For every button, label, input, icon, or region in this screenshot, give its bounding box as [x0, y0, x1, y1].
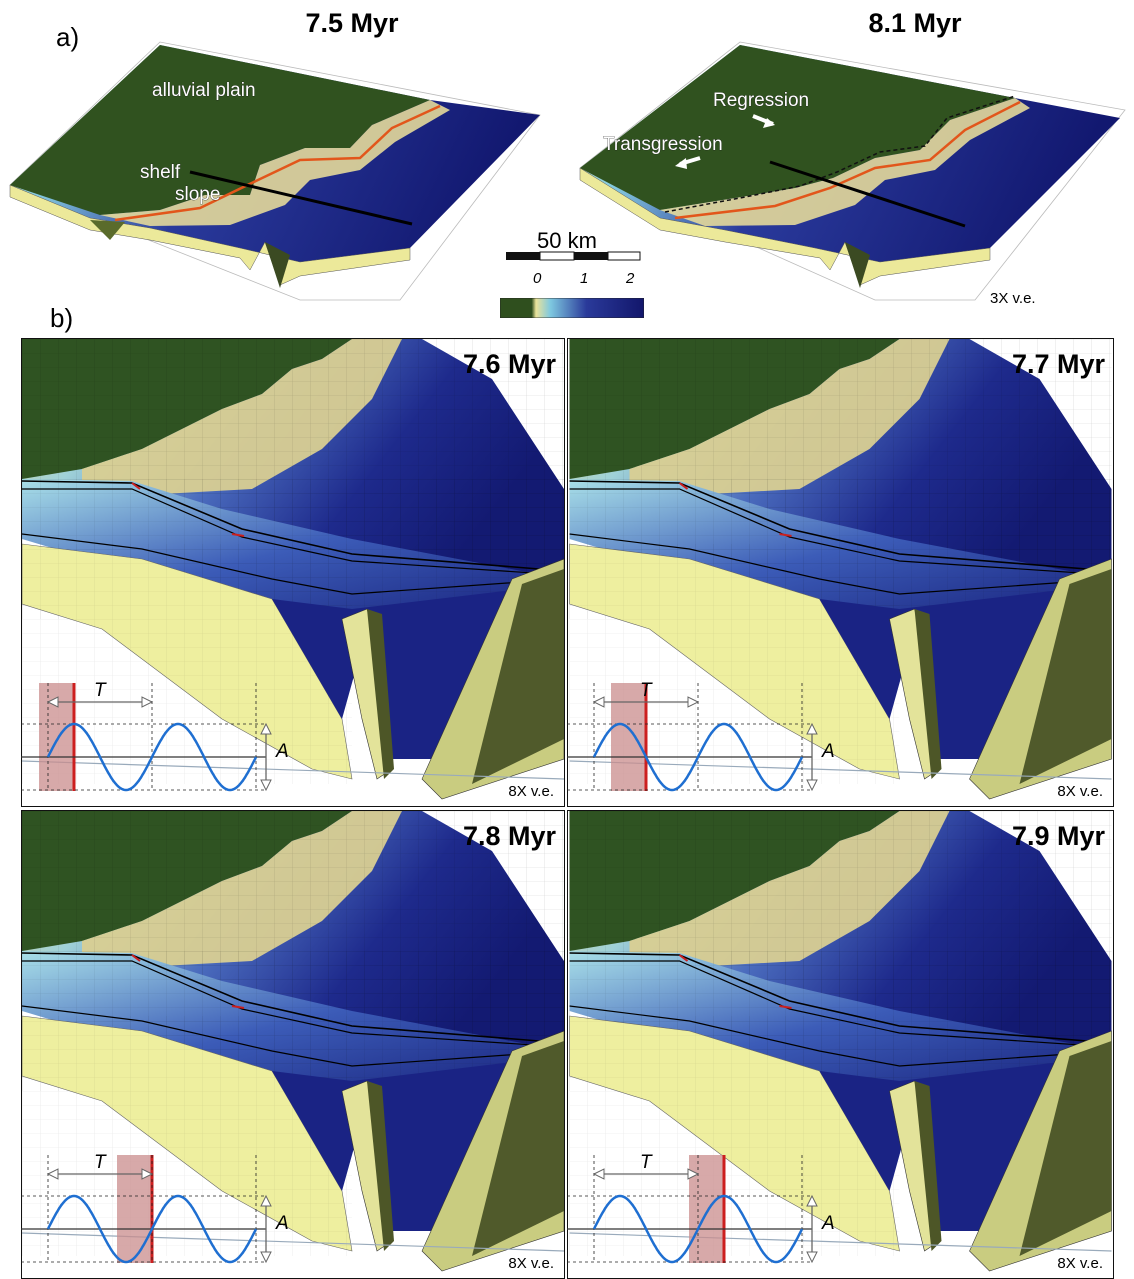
panel-title: 7.8 Myr [462, 821, 556, 851]
label-transgression: Transgression [603, 134, 723, 155]
amplitude-label: A [821, 1213, 835, 1234]
panel-7-6: 7.6 Myr 8X v.e. [21, 338, 565, 807]
time-window [611, 683, 646, 791]
label-slope: slope [175, 184, 220, 205]
amplitude-arrow-head [260, 722, 272, 735]
top-ve-label: 3X v.e. [990, 290, 1036, 307]
panel-title: 7.6 Myr [462, 349, 556, 379]
scale-bar [506, 251, 641, 261]
period-arrow-head [592, 1168, 605, 1180]
period-arrow-head [141, 696, 154, 708]
sine-inset-7-6: TA [21, 680, 289, 792]
period-arrow-head [687, 1168, 700, 1180]
section-b-label: b) [50, 303, 74, 333]
panel-title: 7.7 Myr [1011, 349, 1105, 379]
block-diagram-7-5: alluvial plain shelf slope [9, 41, 541, 301]
period-label: T [94, 680, 107, 701]
panel-7-9: 7.9 Myr 8X v.e. [567, 810, 1114, 1279]
period-arrow-head [687, 696, 700, 708]
panel-7-7: 7.7 Myr 8X v.e. [567, 338, 1114, 807]
amplitude-arrow-head [260, 1251, 272, 1264]
sine-inset-7-9: TA [567, 1152, 835, 1264]
ve-label: 8X v.e. [508, 783, 554, 800]
top-right-title: 8.1 Myr [868, 8, 962, 38]
sine-inset-7-8: TA [21, 1152, 289, 1264]
colorbar-tick-2: 2 [626, 270, 635, 287]
amplitude-arrow-head [806, 722, 818, 735]
label-shelf: shelf [140, 162, 181, 183]
sea-level-curve [592, 722, 804, 792]
colorbar [500, 298, 644, 318]
colorbar-tick-0: 0 [533, 270, 542, 287]
amplitude-arrow-head [806, 1251, 818, 1264]
sea-level-curve [46, 1194, 258, 1264]
amplitude-label: A [275, 741, 289, 762]
section-a-label: a) [56, 22, 80, 52]
period-label: T [640, 1152, 653, 1173]
colorbar-tick-1: 1 [580, 270, 589, 287]
sea-level-curve [46, 722, 258, 792]
amplitude-label: A [821, 741, 835, 762]
label-regression: Regression [713, 90, 809, 111]
ve-label: 8X v.e. [1057, 1255, 1103, 1272]
scale-bar-label: 50 km [537, 228, 597, 253]
label-alluvial-plain: alluvial plain [152, 80, 256, 101]
period-arrow-head [592, 696, 605, 708]
sine-inset-7-7: TA [567, 680, 835, 792]
sea-level-curve [592, 1194, 804, 1264]
top-left-title: 7.5 Myr [305, 8, 399, 38]
period-arrow-head [141, 1168, 154, 1180]
amplitude-arrow-head [806, 779, 818, 792]
period-arrow-head [46, 1168, 59, 1180]
panel-title: 7.9 Myr [1011, 821, 1105, 851]
amplitude-label: A [275, 1213, 289, 1234]
period-arrow-head [46, 696, 59, 708]
block-diagram-8-1: Regression Transgression [579, 41, 1126, 301]
amplitude-arrow-head [260, 779, 272, 792]
period-label: T [94, 1152, 107, 1173]
amplitude-arrow-head [260, 1194, 272, 1207]
amplitude-arrow-head [806, 1194, 818, 1207]
time-window [689, 1155, 724, 1263]
period-label: T [640, 680, 653, 701]
ve-label: 8X v.e. [508, 1255, 554, 1272]
ve-label: 8X v.e. [1057, 783, 1103, 800]
